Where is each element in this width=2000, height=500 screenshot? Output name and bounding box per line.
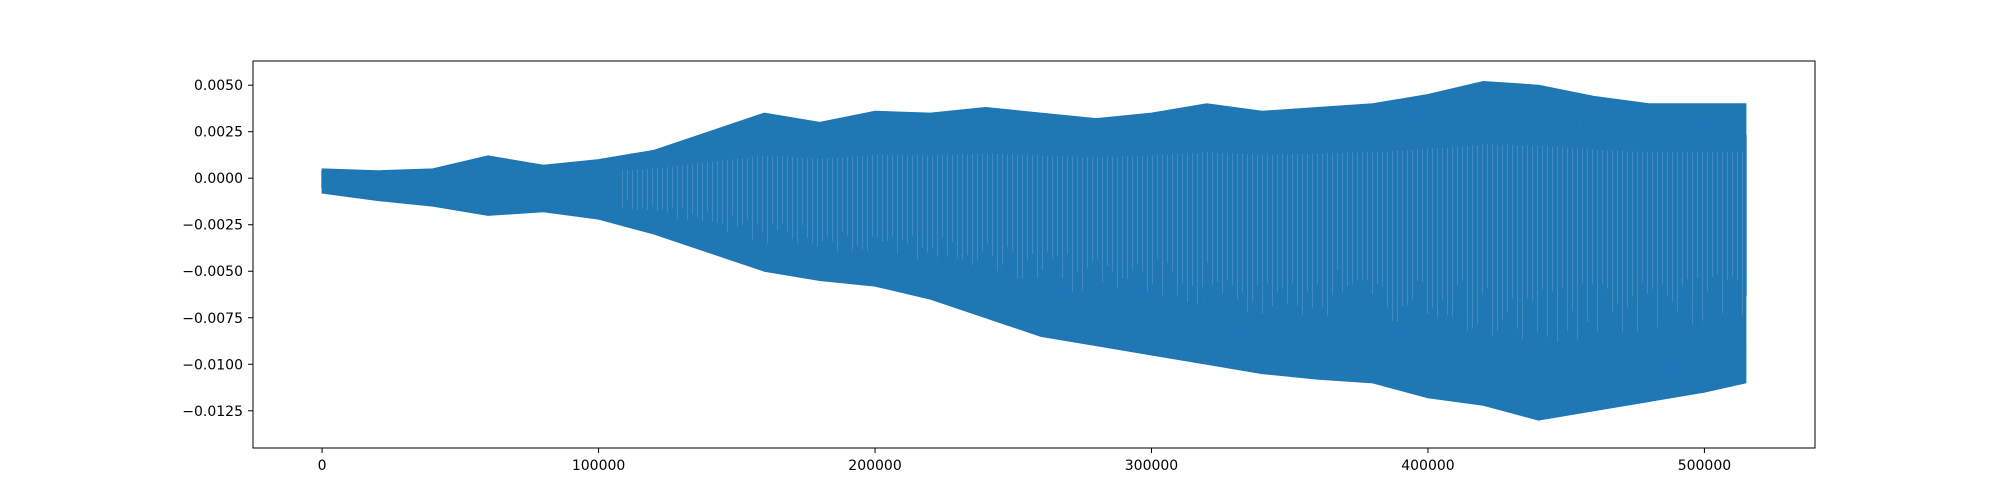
y-tick-label: −0.0075 — [182, 311, 243, 327]
y-tick-label: 0.0050 — [194, 78, 243, 94]
waveform-line — [321, 82, 1747, 415]
y-tick-label: −0.0050 — [182, 264, 243, 280]
x-tick-label: 0 — [318, 458, 327, 474]
x-tick-label: 400000 — [1401, 458, 1454, 474]
x-tick-label: 100000 — [572, 458, 625, 474]
x-tick-label: 300000 — [1125, 458, 1178, 474]
x-tick-label: 200000 — [848, 458, 901, 474]
y-axis: 0.0050 0.0025 0.0000 −0.0025 −0.0050 −0.0075 −… — [182, 78, 253, 420]
axes-frame — [252, 60, 1816, 449]
y-tick-label: −0.0100 — [182, 357, 243, 373]
y-tick-label: 0.0025 — [194, 125, 243, 141]
y-tick-label: −0.0025 — [182, 218, 243, 234]
y-tick-label: 0.0000 — [194, 171, 243, 187]
x-axis: 0 100000 200000 300000 400000 500000 — [318, 448, 1731, 474]
waveform-texture — [622, 144, 1743, 342]
plot-area — [321, 80, 1747, 421]
x-tick-label: 500000 — [1678, 458, 1731, 474]
y-tick-label: −0.0125 — [182, 404, 243, 420]
